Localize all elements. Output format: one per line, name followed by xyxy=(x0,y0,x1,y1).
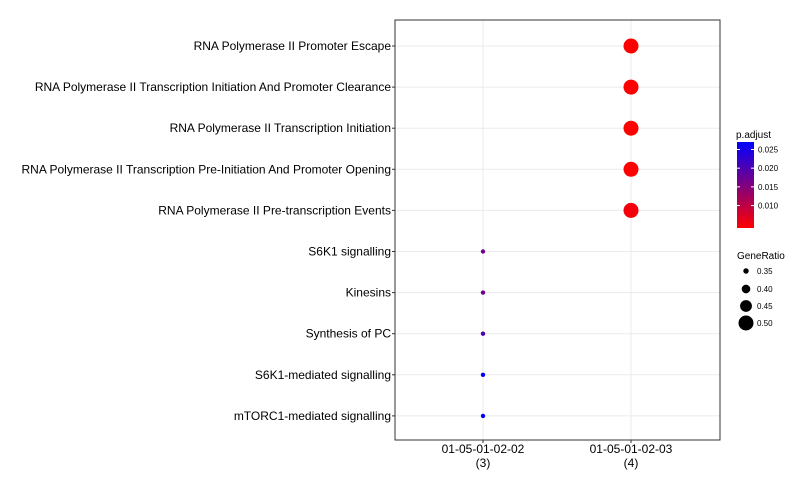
color-legend-label: 0.010 xyxy=(758,202,779,211)
y-tick-label: Synthesis of PC xyxy=(306,327,392,341)
size-legend-label: 0.50 xyxy=(757,319,773,328)
data-point xyxy=(480,372,486,377)
data-point xyxy=(623,38,639,54)
color-legend: p.adjust 0.025 0.020 0.015 0.010 xyxy=(736,130,779,228)
size-legend-label: 0.35 xyxy=(757,267,773,276)
x-tick-label: 01-05-01-02-03 xyxy=(590,442,673,456)
data-point xyxy=(480,290,486,295)
color-legend-title: p.adjust xyxy=(736,130,771,141)
data-point xyxy=(480,413,486,419)
color-legend-label: 0.020 xyxy=(758,164,779,173)
color-legend-label: 0.025 xyxy=(758,145,779,154)
color-legend-bar xyxy=(737,142,754,228)
size-legend-label: 0.45 xyxy=(757,302,773,311)
y-tick-label: Kinesins xyxy=(346,286,391,300)
data-points xyxy=(480,38,639,419)
data-point xyxy=(623,202,639,218)
data-point xyxy=(623,120,639,136)
x-tick-count-label: (3) xyxy=(476,456,491,470)
x-axis-labels: 01-05-01-02-02(3) 01-05-01-02-03(4) xyxy=(442,440,673,470)
color-legend-label: 0.015 xyxy=(758,183,779,192)
y-tick-label: S6K1 signalling xyxy=(308,245,391,259)
y-tick-label: RNA Polymerase II Transcription Pre-Init… xyxy=(21,162,391,176)
x-tick-count-label: (4) xyxy=(624,456,639,470)
size-legend-dot xyxy=(740,300,752,312)
y-axis-labels: RNA Polymerase II Promoter Escape RNA Pol… xyxy=(21,39,395,423)
data-point xyxy=(623,161,639,177)
y-tick-label: RNA Polymerase II Promoter Escape xyxy=(194,39,392,53)
size-legend-dot xyxy=(743,268,749,274)
y-tick-label: RNA Polymerase II Pre-transcription Even… xyxy=(158,203,391,217)
size-legend-title: GeneRatio xyxy=(737,251,785,262)
y-tick-label: RNA Polymerase II Transcription Initiati… xyxy=(170,121,391,135)
size-legend-label: 0.40 xyxy=(757,285,773,294)
size-legend: GeneRatio 0.35 0.40 0.45 0.50 xyxy=(737,251,785,331)
data-point xyxy=(480,331,486,336)
data-point xyxy=(623,79,639,95)
x-tick-label: 01-05-01-02-02 xyxy=(442,442,525,456)
size-legend-dot xyxy=(741,284,751,294)
y-tick-label: mTORC1-mediated signalling xyxy=(234,409,391,423)
size-legend-dot xyxy=(738,315,754,331)
y-tick-label: S6K1-mediated signalling xyxy=(255,368,391,382)
data-point xyxy=(480,249,486,254)
y-tick-label: RNA Polymerase II Transcription Initiati… xyxy=(35,80,391,94)
plot-panel-border xyxy=(394,19,721,441)
grid-lines xyxy=(395,20,720,440)
